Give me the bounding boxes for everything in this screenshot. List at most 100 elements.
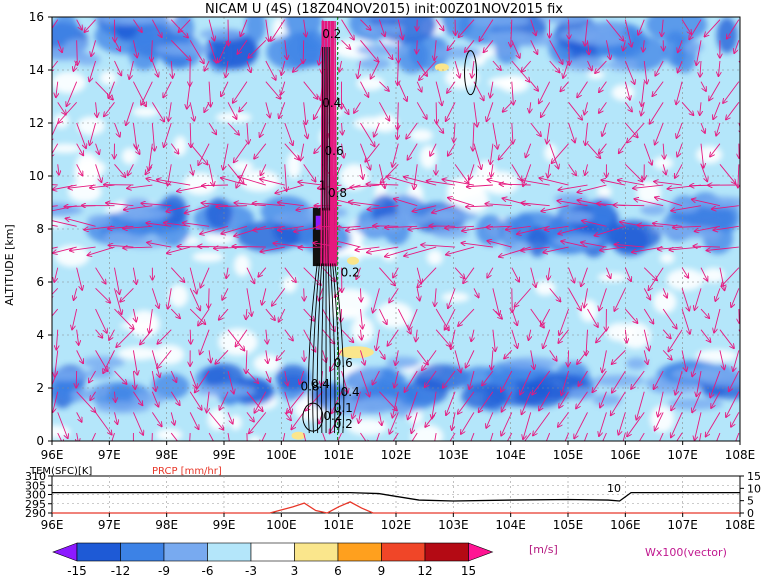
wind-vector xyxy=(526,143,532,158)
wind-vector xyxy=(549,350,557,360)
wind-vector xyxy=(360,308,362,329)
wind-vector xyxy=(612,350,626,364)
wind-vector xyxy=(178,19,191,33)
contour-label: 0.6 xyxy=(325,144,344,158)
wind-vector xyxy=(57,40,62,52)
wind-vector xyxy=(487,267,494,278)
wind-vector xyxy=(643,329,649,351)
wind-vector xyxy=(479,19,494,41)
wind-vector xyxy=(637,225,664,226)
wind-vector xyxy=(57,412,68,438)
wind-vector xyxy=(185,205,210,214)
wind-vector xyxy=(168,288,172,308)
subplot-left-tick-label: 305 xyxy=(25,479,46,492)
wind-vector xyxy=(634,199,664,207)
wind-vector xyxy=(360,40,378,61)
wind-vector xyxy=(600,391,607,408)
wind-vector xyxy=(170,40,190,60)
wind-vector xyxy=(392,432,399,441)
tem-label: TEM(SFC)[K] xyxy=(29,466,92,477)
wind-vector xyxy=(624,81,630,100)
wind-vector xyxy=(76,143,84,156)
wind-vector xyxy=(350,185,380,188)
wind-vector xyxy=(446,102,456,121)
wind-vector xyxy=(652,81,664,96)
wind-vector xyxy=(200,267,210,288)
wind-vector xyxy=(611,391,626,416)
wind-vector xyxy=(407,143,418,160)
colorbar-swatch xyxy=(120,542,165,562)
vector-label: Wx100(vector) xyxy=(645,546,727,559)
wind-vector xyxy=(95,143,100,155)
wind-vector xyxy=(585,122,587,145)
wind-vector xyxy=(417,267,437,288)
wind-vector xyxy=(663,143,664,159)
contour-label: 1 xyxy=(319,178,327,192)
wind-vector xyxy=(596,329,607,343)
wind-vector xyxy=(189,308,205,324)
wind-vector xyxy=(129,60,134,79)
wind-vector xyxy=(675,164,683,178)
wind-vector xyxy=(284,329,293,341)
wind-vector xyxy=(355,246,380,250)
wind-vector xyxy=(208,19,214,41)
wind-vector xyxy=(233,246,266,247)
wind-vector xyxy=(522,391,532,415)
sub-annotation: 10 xyxy=(607,482,621,495)
wind-vector xyxy=(461,243,493,248)
wind-vector xyxy=(190,164,193,174)
wind-vector xyxy=(492,60,501,70)
colorbar-swatch xyxy=(381,542,426,562)
wind-vector xyxy=(55,350,59,376)
wind-vector xyxy=(132,40,137,57)
wind-vector xyxy=(109,245,134,247)
wind-vector xyxy=(587,143,600,158)
wind-vector xyxy=(397,102,398,129)
wind-vector xyxy=(360,350,364,364)
wind-vector xyxy=(447,81,456,93)
wind-vector xyxy=(151,288,159,308)
wind-vector xyxy=(90,122,97,145)
wind-vector xyxy=(671,205,702,211)
wind-vector xyxy=(147,242,172,248)
wind-vector xyxy=(234,203,266,207)
wind-vector xyxy=(678,40,683,52)
wind-vector xyxy=(559,308,569,335)
wind-vector xyxy=(584,102,587,114)
wind-vector xyxy=(700,329,710,342)
y-tick-label: 8 xyxy=(36,222,44,236)
wind-vector xyxy=(539,391,551,411)
wind-vector xyxy=(266,329,267,344)
wind-vector xyxy=(663,164,666,174)
wind-vector xyxy=(710,143,721,157)
wind-vector xyxy=(523,412,532,439)
wind-vector xyxy=(356,267,361,279)
wind-vector xyxy=(561,370,570,395)
wind-vector xyxy=(387,329,399,346)
wind-vector xyxy=(227,370,234,394)
prcp-label: PRCP [mm/hr] xyxy=(152,466,222,477)
wind-vector xyxy=(549,40,563,64)
y-tick-label: 16 xyxy=(29,10,44,24)
wind-vector xyxy=(287,391,305,413)
x-tick-label: 103E xyxy=(438,448,469,462)
prcp-line xyxy=(52,501,740,514)
wind-vector xyxy=(584,288,588,307)
wind-vector xyxy=(511,329,518,348)
wind-vector xyxy=(52,205,58,207)
wind-vector xyxy=(222,288,229,299)
wind-vector xyxy=(458,19,475,38)
wind-vector xyxy=(227,412,233,423)
wind-vector xyxy=(726,102,740,119)
wind-vector xyxy=(52,220,77,227)
wind-vector xyxy=(700,60,701,77)
wind-vector xyxy=(352,391,361,419)
wind-vector xyxy=(171,412,174,424)
wind-vector xyxy=(371,60,380,79)
wind-vector xyxy=(521,60,532,72)
wind-vector xyxy=(373,288,380,312)
wind-vector xyxy=(151,40,152,61)
surface-subplot: TEM(SFC)[K] PRCP [mm/hr] 10 310305300295… xyxy=(25,466,761,532)
wind-vector xyxy=(320,20,323,267)
wind-vector xyxy=(541,102,551,117)
